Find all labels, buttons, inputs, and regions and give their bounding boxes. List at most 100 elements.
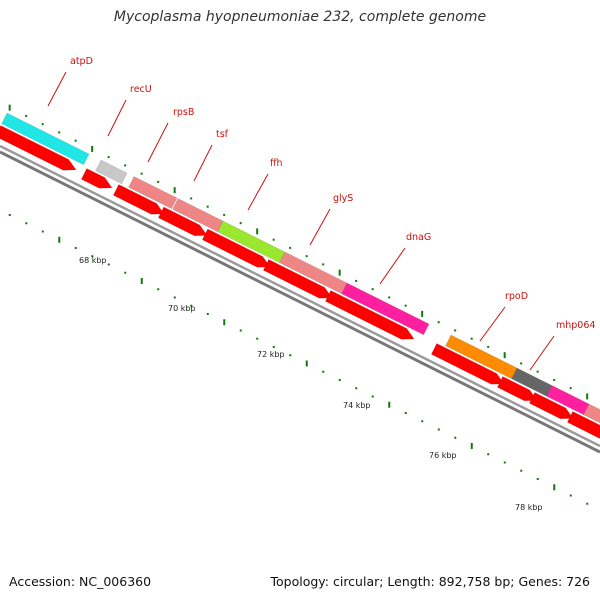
tick-minor: [355, 279, 358, 282]
gene-bar: [1, 112, 90, 166]
tick-minor: [107, 263, 110, 266]
backbone-line-inner: [0, 150, 600, 454]
tick-minor: [503, 461, 506, 464]
tick-minor: [272, 345, 275, 348]
tick-minor: [371, 288, 374, 291]
tick-minor: [190, 304, 193, 307]
tick-minor: [470, 337, 473, 340]
tick-minor: [140, 172, 143, 175]
cds-arrow: [566, 411, 600, 439]
cds-arrow: [112, 184, 165, 215]
tick-minor: [322, 263, 325, 266]
cds-arrow: [262, 259, 333, 299]
tick-minor: [569, 387, 572, 390]
scale-label: 74 kbp: [343, 401, 371, 410]
tick-minor: [173, 296, 176, 299]
backbone-line-outer: [0, 144, 600, 448]
tick-minor: [223, 213, 226, 216]
tick-minor: [454, 436, 457, 439]
tick-minor: [41, 123, 44, 126]
tick-minor: [404, 304, 407, 307]
tick-minor: [289, 354, 292, 357]
gene-labels: atpD recU rpsB tsf ffh glyS dnaG rpoD mhp064: [47, 56, 595, 371]
gene-label-atpD: atpD: [70, 56, 93, 67]
tick-minor: [371, 395, 374, 398]
gene-leader-line: [107, 99, 127, 137]
gene-leader-line: [479, 306, 506, 342]
tick-minor: [8, 213, 11, 216]
gene-label-ffh: ffh: [270, 158, 283, 169]
gene-bar: [583, 403, 600, 424]
cds-arrow: [430, 343, 505, 385]
tick-minor: [206, 205, 209, 208]
tick-minor: [272, 238, 275, 241]
cds-arrow: [0, 125, 77, 171]
tick-minor: [520, 469, 523, 472]
tick-minor: [586, 502, 589, 505]
tick-minor: [355, 387, 358, 390]
gene-leader-line: [47, 71, 67, 107]
tick-minor: [25, 114, 28, 117]
gene-label-tsf: tsf: [216, 129, 229, 140]
cds-arrow: [201, 228, 271, 268]
gene-label-rpsB: rpsB: [173, 107, 194, 118]
gene-leader-line: [247, 173, 269, 211]
gene-label-glyS: glyS: [333, 193, 353, 204]
tick-minor: [421, 420, 424, 423]
scale-label: 76 kbp: [429, 451, 457, 460]
tick-minor: [25, 222, 28, 225]
gene-bar: [341, 282, 430, 336]
tick-minor: [91, 255, 94, 258]
tick-minor: [41, 230, 44, 233]
scale-label: 72 kbp: [257, 350, 285, 359]
cds-arrow: [80, 168, 113, 189]
genome-backbone: [0, 144, 600, 454]
gene-leader-line: [379, 247, 406, 285]
tick-minor: [322, 370, 325, 373]
cds-arrow: [528, 392, 574, 420]
gene-bars: [1, 112, 600, 424]
scale-label: 70 kbp: [168, 304, 196, 313]
tick-minor: [520, 362, 523, 365]
tick-minor: [157, 288, 160, 291]
tick-minor: [124, 164, 127, 167]
genome-summary-text: Topology: circular; Length: 892,758 bp; …: [270, 574, 591, 589]
tick-minor: [289, 246, 292, 249]
tick-minor: [553, 378, 556, 381]
tick-minor: [388, 296, 391, 299]
gene-label-dnaG: dnaG: [406, 232, 431, 243]
scale-label: 78 kbp: [515, 503, 543, 512]
tick-minor: [239, 222, 242, 225]
cds-arrows: [0, 125, 600, 439]
tick-minor: [74, 246, 77, 249]
gene-bar: [128, 176, 178, 210]
gene-label-mhp064: mhp064: [556, 320, 595, 331]
tick-minor: [58, 131, 61, 134]
scale-labels: 68 kbp 70 kbp 72 kbp 74 kbp 76 kbp 78 kbp: [79, 256, 543, 512]
gene-label-rpoD: rpoD: [505, 291, 528, 302]
gene-leader-line: [529, 335, 555, 371]
gene-leader-line: [147, 122, 169, 163]
cds-arrow: [157, 206, 208, 237]
tick-minor: [74, 139, 77, 142]
tick-minor: [569, 494, 572, 497]
tick-minor: [239, 329, 242, 332]
tick-minor: [487, 345, 490, 348]
cds-arrow: [324, 290, 415, 340]
tick-minor: [437, 321, 440, 324]
scale-label: 68 kbp: [79, 256, 107, 265]
tick-minor: [454, 329, 457, 332]
gene-leader-line: [309, 208, 331, 246]
tick-minor: [124, 271, 127, 274]
tick-minor: [305, 255, 308, 258]
tick-minor: [338, 378, 341, 381]
tick-marks: [8, 104, 589, 505]
tick-minor: [206, 312, 209, 315]
tick-minor: [190, 197, 193, 200]
tick-minor: [256, 337, 259, 340]
gene-leader-line: [193, 144, 213, 182]
accession-text: Accession: NC_006360: [9, 574, 152, 589]
tick-minor: [536, 477, 539, 480]
gene-bar: [95, 159, 128, 185]
